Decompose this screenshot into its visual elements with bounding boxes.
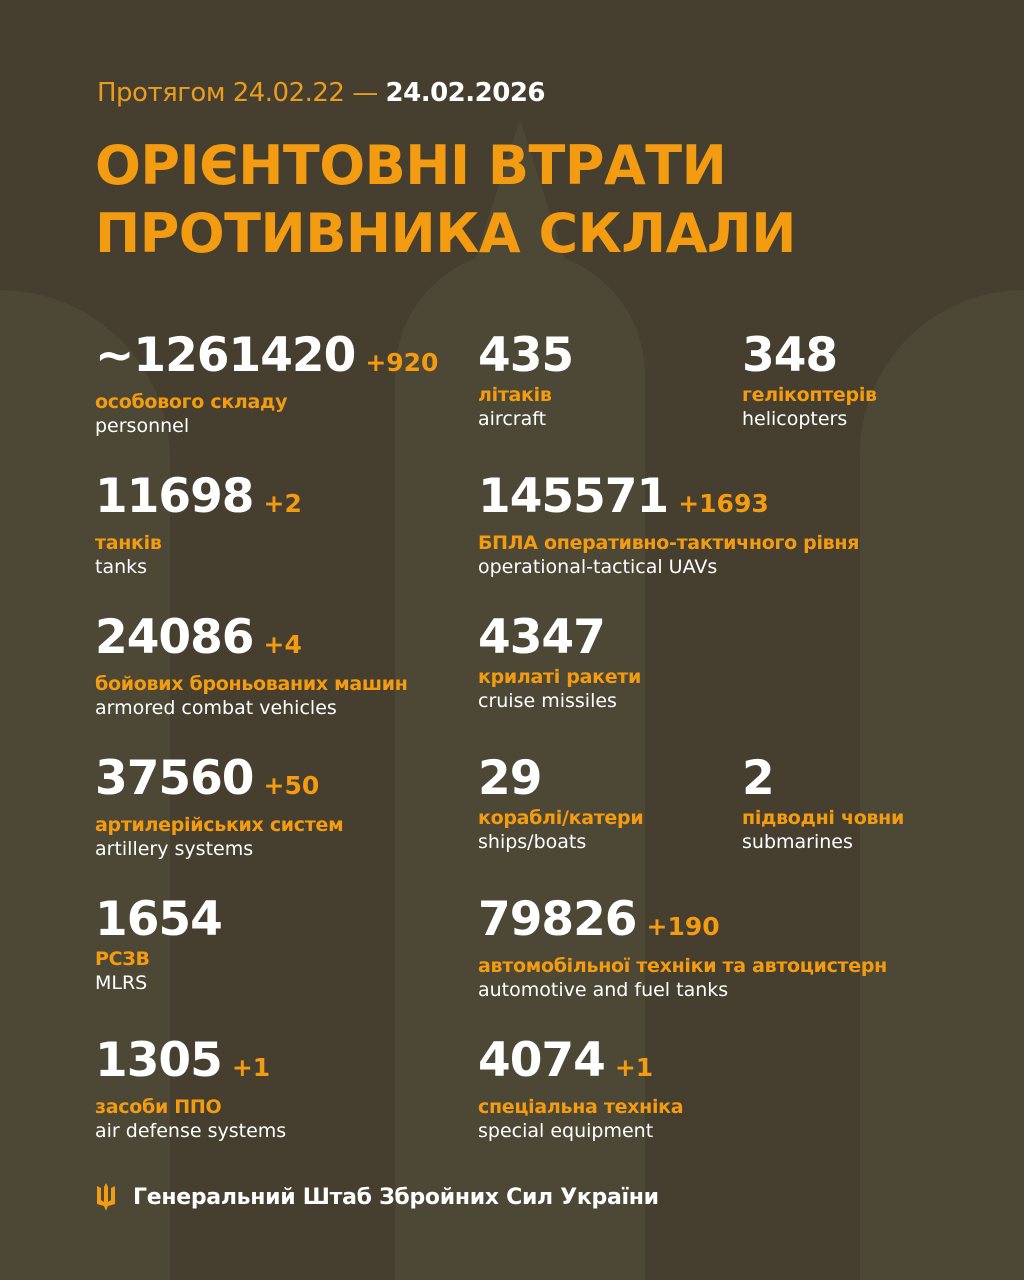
background-trident-right	[860, 290, 1024, 1280]
stat-number: 2	[742, 751, 775, 806]
title-line-1: ОРІЄНТОВНІ ВТРАТИ	[95, 134, 727, 197]
stat-item: 79826 +190 автомобільної техніки та автоци…	[478, 894, 887, 1002]
stat-delta: +1	[614, 1053, 654, 1082]
stat-value: 435	[478, 328, 574, 383]
stat-number: ~1261420	[95, 328, 356, 383]
stat-label-en: MLRS	[95, 972, 148, 994]
period-end: 24.02.2026	[385, 78, 546, 108]
stat-number: 29	[478, 751, 542, 806]
stat-value: 348	[742, 330, 877, 382]
stat-item: 2 підводні човни submarines	[742, 753, 905, 854]
stat-value: 37560 +50	[95, 753, 343, 812]
stat-number: 79826	[478, 892, 638, 947]
stat-delta: +1693	[678, 489, 769, 518]
stat-delta: +50	[263, 771, 320, 800]
stat-item: ~1261420 +920 особового складу personnel	[95, 330, 438, 438]
page-title: ОРІЄНТОВНІ ВТРАТИ ПРОТИВНИКА СКЛАЛИ	[95, 132, 796, 268]
stat-label-ua: підводні човни	[742, 807, 905, 829]
stat-item: 4347 крилаті ракети cruise missiles	[478, 612, 642, 713]
stat-label-ua: кораблі/катери	[478, 807, 644, 829]
stat-number: 1305	[95, 1033, 223, 1088]
stat-value: 4347	[478, 612, 641, 664]
stat-label-en: artillery systems	[95, 838, 254, 860]
stat-number: 435	[478, 328, 574, 383]
stat-value: 29	[478, 753, 643, 805]
stat-value: 1654	[95, 892, 223, 947]
stat-value: 1305 +1	[95, 1035, 286, 1094]
stat-value: 4074 +1	[478, 1035, 683, 1094]
stat-item: 1654 РСЗВ MLRS	[95, 892, 223, 995]
stat-item: 11698 +2 танків tanks	[95, 471, 302, 579]
title-line-2: ПРОТИВНИКА СКЛАЛИ	[95, 202, 796, 265]
stat-label-en: ships/boats	[478, 831, 587, 853]
stat-item: 1305 +1 засоби ППО air defense systems	[95, 1035, 287, 1143]
stat-label-ua: танків	[95, 532, 162, 554]
stat-number: 24086	[95, 610, 255, 665]
background-trident-left	[0, 290, 170, 1280]
trident-icon	[97, 1183, 115, 1211]
background-trident-center	[395, 250, 645, 1280]
stat-label-ua: спеціальна техніка	[478, 1096, 684, 1118]
period: Протягом 24.02.22 — 24.02.2026	[97, 78, 546, 108]
footer: Генеральний Штаб Збройних Сил України	[95, 1182, 659, 1212]
stat-label-en: helicopters	[742, 408, 848, 430]
stat-label-en: cruise missiles	[478, 690, 617, 712]
stat-label-en: air defense systems	[95, 1120, 287, 1142]
stat-label-en: personnel	[95, 415, 190, 437]
stat-item: 4074 +1 спеціальна техніка special equipmen…	[478, 1035, 684, 1143]
stat-label-en: automotive and fuel tanks	[478, 979, 729, 1001]
stat-label-ua: крилаті ракети	[478, 666, 642, 688]
stat-label-en: special equipment	[478, 1120, 654, 1142]
stat-value: 24086 +4	[95, 612, 408, 671]
stat-label-en: armored combat vehicles	[95, 697, 337, 719]
stat-value: 2	[742, 753, 904, 805]
period-start: Протягом 24.02.22 —	[97, 78, 378, 108]
stat-label-ua: засоби ППО	[95, 1096, 222, 1118]
stat-value: ~1261420 +920	[95, 330, 438, 389]
stat-delta: +2	[263, 489, 302, 518]
stat-number: 348	[742, 328, 838, 383]
stat-delta: +4	[263, 630, 302, 659]
stat-label-ua: літаків	[478, 384, 552, 406]
stat-label-en: operational-tactical UAVs	[478, 556, 718, 578]
stat-item: 348 гелікоптерів helicopters	[742, 330, 877, 431]
stat-number: 4347	[478, 610, 606, 665]
stat-item: 37560 +50 артилерійських систем artillery s…	[95, 753, 344, 861]
stat-label-ua: особового складу	[95, 391, 288, 413]
stat-item: 145571 +1693 БПЛА оперативно-тактичного рі…	[478, 471, 860, 579]
stat-number: 37560	[95, 751, 255, 806]
stat-label-en: tanks	[95, 556, 148, 578]
stat-value: 11698 +2	[95, 471, 302, 530]
stat-label-en: submarines	[742, 831, 853, 853]
stat-label-en: aircraft	[478, 408, 547, 430]
stat-label-ua: артилерійських систем	[95, 814, 344, 836]
stat-item: 24086 +4 бойових броньованих машин armored …	[95, 612, 408, 720]
stat-label-ua: автомобільної техніки та автоцистерн	[478, 955, 887, 977]
stat-value: 79826 +190	[478, 894, 887, 953]
stat-value: 145571 +1693	[478, 471, 859, 530]
stat-label-ua: РСЗВ	[95, 948, 150, 970]
stat-item: 435 літаків aircraft	[478, 328, 574, 431]
stat-label-ua: гелікоптерів	[742, 384, 877, 406]
stat-label-ua: БПЛА оперативно-тактичного рівня	[478, 532, 860, 554]
stat-number: 145571	[478, 469, 669, 524]
stat-label-ua: бойових броньованих машин	[95, 673, 408, 695]
footer-text: Генеральний Штаб Збройних Сил України	[133, 1184, 659, 1210]
stat-delta: +190	[646, 912, 720, 941]
stat-number: 1654	[95, 892, 223, 947]
stat-number: 4074	[478, 1033, 606, 1088]
stat-number: 11698	[95, 469, 255, 524]
stat-delta: +1	[231, 1053, 271, 1082]
stat-delta: +920	[365, 348, 439, 377]
stat-item: 29 кораблі/катери ships/boats	[478, 753, 644, 854]
